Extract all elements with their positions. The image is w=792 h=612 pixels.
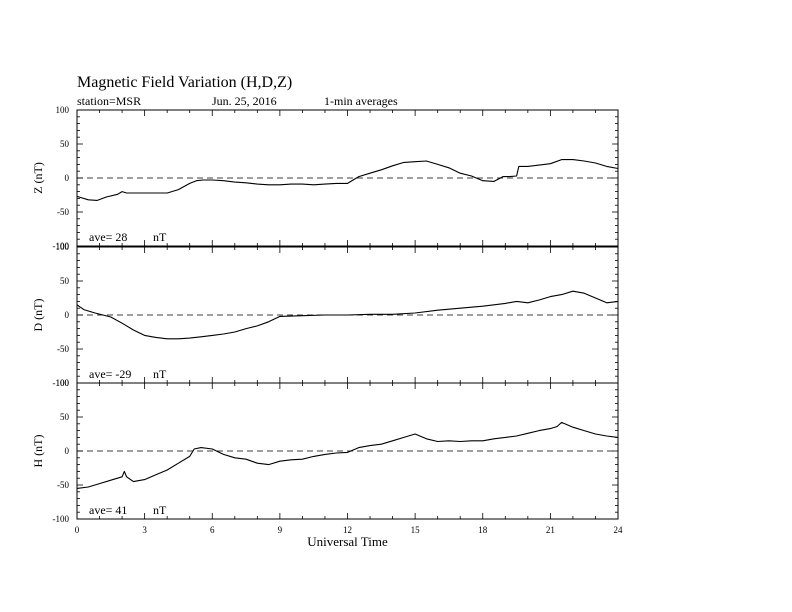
y-tick-label: 50 [60, 412, 70, 422]
ave-label-d: ave= -29 [89, 367, 131, 381]
y-tick-label: -50 [57, 207, 69, 217]
x-tick-label: 6 [210, 525, 215, 535]
y-axis-label-d: D (nT) [31, 299, 45, 332]
x-tick-label: 12 [343, 525, 352, 535]
y-tick-label: -50 [57, 480, 69, 490]
y-tick-label: -50 [57, 344, 69, 354]
y-tick-label: 50 [60, 139, 70, 149]
ave-unit-d: nT [153, 367, 167, 381]
y-tick-label: 0 [65, 173, 70, 183]
x-tick-label: 18 [478, 525, 488, 535]
y-tick-label: -100 [53, 514, 70, 524]
y-tick-label: -100 [53, 378, 70, 388]
ave-label-z: ave= 28 [89, 230, 127, 244]
averaging-label: 1-min averages [324, 94, 398, 108]
x-tick-label: 9 [278, 525, 283, 535]
x-tick-label: 15 [411, 525, 421, 535]
series-line-z [76, 159, 619, 201]
y-tick-label: 100 [56, 378, 70, 388]
ave-unit-z: nT [153, 230, 167, 244]
y-axis-label-z: Z (nT) [31, 162, 45, 194]
ave-unit-h: nT [153, 503, 167, 517]
y-tick-label: 50 [60, 276, 70, 286]
x-tick-label: 21 [546, 525, 555, 535]
date-label: Jun. 25, 2016 [212, 94, 277, 108]
ave-label-h: ave= 41 [89, 503, 127, 517]
series-line-h [76, 421, 619, 489]
chart-title: Magnetic Field Variation (H,D,Z) [77, 74, 293, 91]
x-tick-label: 0 [75, 525, 80, 535]
series-line-d [76, 290, 619, 340]
x-axis-label: Universal Time [307, 534, 388, 549]
y-tick-label: 0 [65, 446, 70, 456]
y-tick-label: 0 [65, 310, 70, 320]
y-tick-label: -100 [53, 241, 70, 251]
y-tick-label: 100 [56, 105, 70, 115]
station-label: station=MSR [77, 94, 142, 108]
y-tick-label: 100 [56, 242, 70, 252]
x-tick-label: 3 [142, 525, 147, 535]
x-tick-label: 24 [614, 525, 624, 535]
y-axis-label-h: H (nT) [31, 435, 45, 468]
